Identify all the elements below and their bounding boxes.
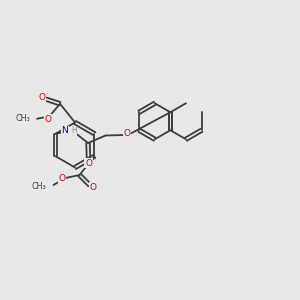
Text: O: O [124, 129, 130, 138]
Text: O: O [58, 174, 65, 183]
Text: CH₃: CH₃ [15, 114, 30, 123]
Text: O: O [85, 158, 92, 167]
Text: O: O [38, 94, 46, 103]
Text: H: H [71, 126, 76, 135]
Text: O: O [90, 183, 97, 192]
Text: N: N [61, 126, 68, 135]
Text: O: O [45, 115, 52, 124]
Text: CH₃: CH₃ [32, 182, 46, 191]
